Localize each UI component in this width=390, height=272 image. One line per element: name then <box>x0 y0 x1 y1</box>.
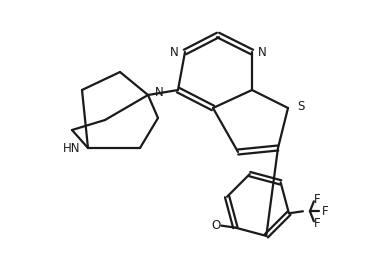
Text: N: N <box>170 45 179 58</box>
Text: S: S <box>297 100 304 113</box>
Text: N: N <box>155 86 164 100</box>
Text: HN: HN <box>62 141 80 154</box>
Text: F: F <box>322 205 328 218</box>
Text: N: N <box>258 45 267 58</box>
Text: F: F <box>314 193 320 206</box>
Text: O: O <box>212 219 221 232</box>
Text: F: F <box>314 217 320 230</box>
